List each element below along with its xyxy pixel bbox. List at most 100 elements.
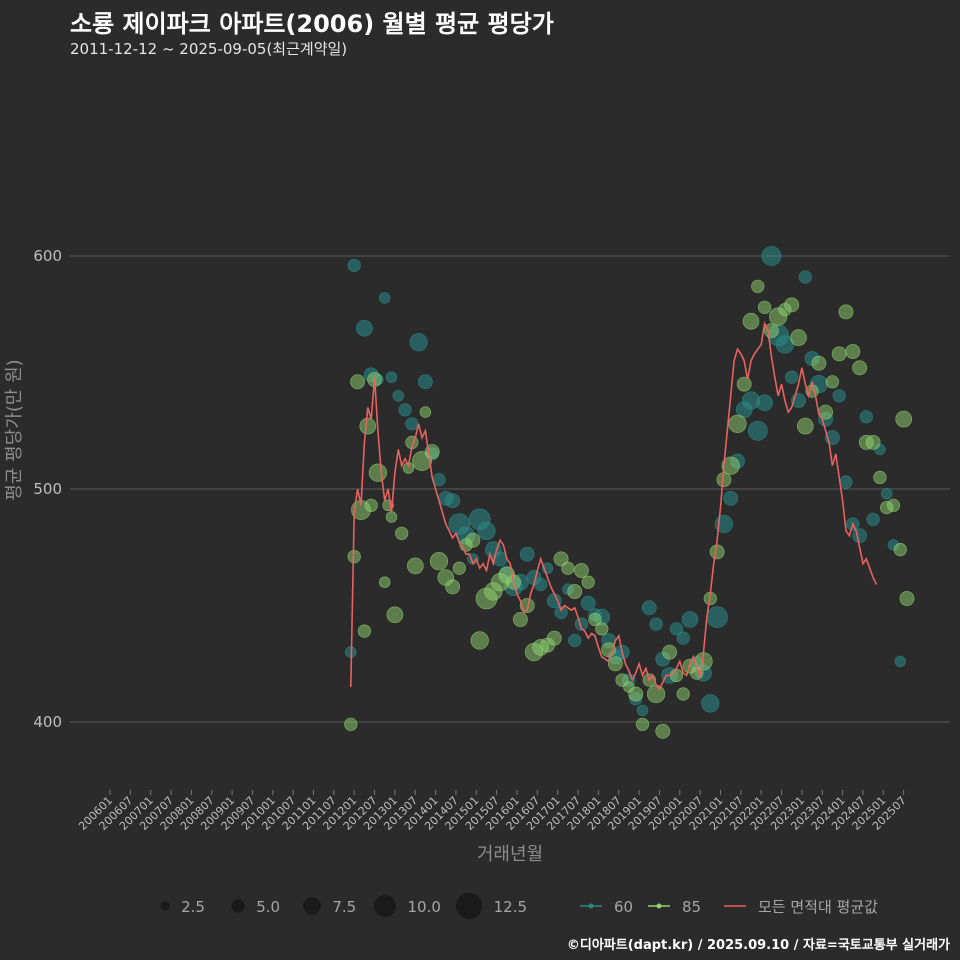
data-point [838, 304, 854, 320]
legend-size-marker [455, 892, 483, 920]
data-point [701, 694, 720, 713]
series-85-points [344, 279, 915, 739]
data-point [554, 605, 568, 620]
data-point [895, 410, 913, 428]
data-point [513, 612, 528, 627]
data-point [409, 333, 428, 352]
data-point [628, 686, 644, 702]
data-point [646, 684, 666, 704]
caption: ©디아파트(dapt.kr) / 2025.09.10 / 자료=국토교통부 실… [566, 938, 950, 953]
data-point [825, 375, 840, 389]
data-point [866, 512, 880, 526]
legend-size-label: 10.0 [408, 898, 441, 916]
data-point [728, 414, 747, 433]
data-point [649, 617, 663, 631]
data-point [723, 490, 739, 506]
data-point [395, 526, 409, 540]
data-point [798, 270, 812, 284]
data-point [736, 376, 752, 392]
data-point [574, 617, 589, 631]
data-point [452, 561, 466, 575]
legend-key-dot [588, 903, 594, 909]
y-tick-label: 500 [33, 480, 62, 498]
legend-size-label: 7.5 [332, 898, 356, 916]
data-point [681, 611, 699, 628]
data-point [356, 319, 373, 337]
x-tick-labels: 2006012006072007012007072008012008072009… [76, 790, 909, 833]
data-point [429, 552, 449, 571]
data-point [742, 312, 760, 330]
data-point [581, 575, 595, 589]
data-point [567, 584, 583, 599]
data-point [790, 329, 807, 346]
legend-size-marker [374, 895, 396, 917]
data-point [357, 624, 372, 638]
data-point [405, 417, 419, 431]
data-point [662, 644, 677, 660]
series-avg-line [350, 320, 878, 691]
data-point [832, 389, 846, 403]
data-point [561, 561, 575, 575]
legend-series-label: 60 [614, 898, 633, 916]
data-point [574, 563, 589, 578]
data-point [899, 591, 915, 606]
data-point [595, 622, 609, 636]
data-point [580, 595, 596, 611]
data-point [379, 292, 391, 304]
data-point [445, 579, 460, 595]
data-point [546, 630, 562, 646]
data-point [785, 370, 799, 384]
data-point [859, 410, 873, 424]
data-point [756, 394, 773, 412]
data-point [398, 403, 412, 417]
data-point [852, 528, 867, 543]
data-point [368, 463, 388, 482]
data-point [721, 456, 740, 475]
data-point [811, 355, 827, 371]
data-point [406, 557, 424, 575]
data-point [636, 704, 649, 717]
y-tick-label: 400 [33, 713, 62, 731]
data-point [568, 633, 582, 648]
data-point [419, 406, 432, 418]
data-point [757, 300, 772, 314]
chart-title: 소룡 제이파크 아파트(2006) 월별 평균 평당가 [70, 10, 554, 38]
data-point [784, 297, 800, 313]
data-point [588, 612, 602, 627]
data-point [519, 598, 535, 613]
legend-size-marker [303, 897, 321, 915]
legend-size-label: 5.0 [256, 898, 280, 916]
y-tick-label: 600 [33, 247, 62, 265]
data-point [676, 631, 690, 645]
data-point [747, 420, 768, 441]
data-point [655, 723, 671, 739]
data-point [385, 511, 398, 523]
data-point [873, 470, 887, 485]
data-point [893, 542, 907, 557]
data-point [386, 606, 404, 624]
data-point [445, 493, 460, 508]
legend-key-dot [656, 903, 662, 909]
legend-size-marker [160, 901, 170, 911]
data-point [676, 687, 690, 701]
data-point [350, 374, 365, 390]
data-point [886, 498, 901, 512]
data-point [392, 390, 404, 402]
data-point [417, 374, 433, 390]
data-point [608, 656, 623, 672]
series-60-points [345, 246, 906, 717]
y-axis-title: 평균 평당가(만 원) [4, 359, 25, 500]
data-point [347, 258, 361, 272]
legend-series-label: 모든 면적대 평균값 [758, 898, 878, 916]
data-point [706, 606, 728, 628]
data-point [852, 360, 867, 376]
legend-size-label: 12.5 [494, 898, 527, 916]
legend: 2.5 5.0 7.5 10.0 12.5 60 85 모든 면적대 평균값 [160, 892, 878, 920]
data-point [477, 521, 496, 541]
data-point [865, 434, 881, 450]
data-point [344, 717, 358, 731]
legend-size-label: 2.5 [181, 898, 205, 916]
data-point [641, 600, 657, 616]
data-point [761, 246, 782, 266]
